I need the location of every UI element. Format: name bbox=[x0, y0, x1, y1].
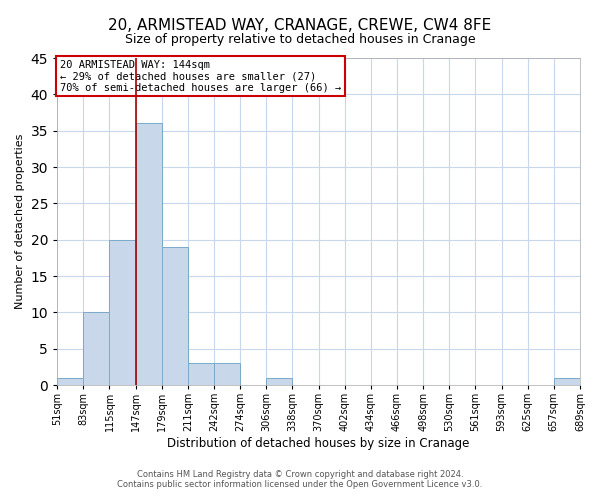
Bar bbox=[188, 364, 214, 385]
Bar bbox=[109, 240, 136, 385]
Y-axis label: Number of detached properties: Number of detached properties bbox=[15, 134, 25, 309]
X-axis label: Distribution of detached houses by size in Cranage: Distribution of detached houses by size … bbox=[167, 437, 470, 450]
Text: Size of property relative to detached houses in Cranage: Size of property relative to detached ho… bbox=[125, 32, 475, 46]
Bar bbox=[214, 364, 240, 385]
Bar bbox=[162, 247, 188, 385]
Bar bbox=[83, 312, 109, 385]
Bar bbox=[57, 378, 83, 385]
Bar bbox=[136, 124, 162, 385]
Bar bbox=[266, 378, 292, 385]
Text: 20 ARMISTEAD WAY: 144sqm
← 29% of detached houses are smaller (27)
70% of semi-d: 20 ARMISTEAD WAY: 144sqm ← 29% of detach… bbox=[60, 60, 341, 93]
Text: Contains HM Land Registry data © Crown copyright and database right 2024.
Contai: Contains HM Land Registry data © Crown c… bbox=[118, 470, 482, 489]
Bar bbox=[554, 378, 580, 385]
Text: 20, ARMISTEAD WAY, CRANAGE, CREWE, CW4 8FE: 20, ARMISTEAD WAY, CRANAGE, CREWE, CW4 8… bbox=[109, 18, 491, 32]
